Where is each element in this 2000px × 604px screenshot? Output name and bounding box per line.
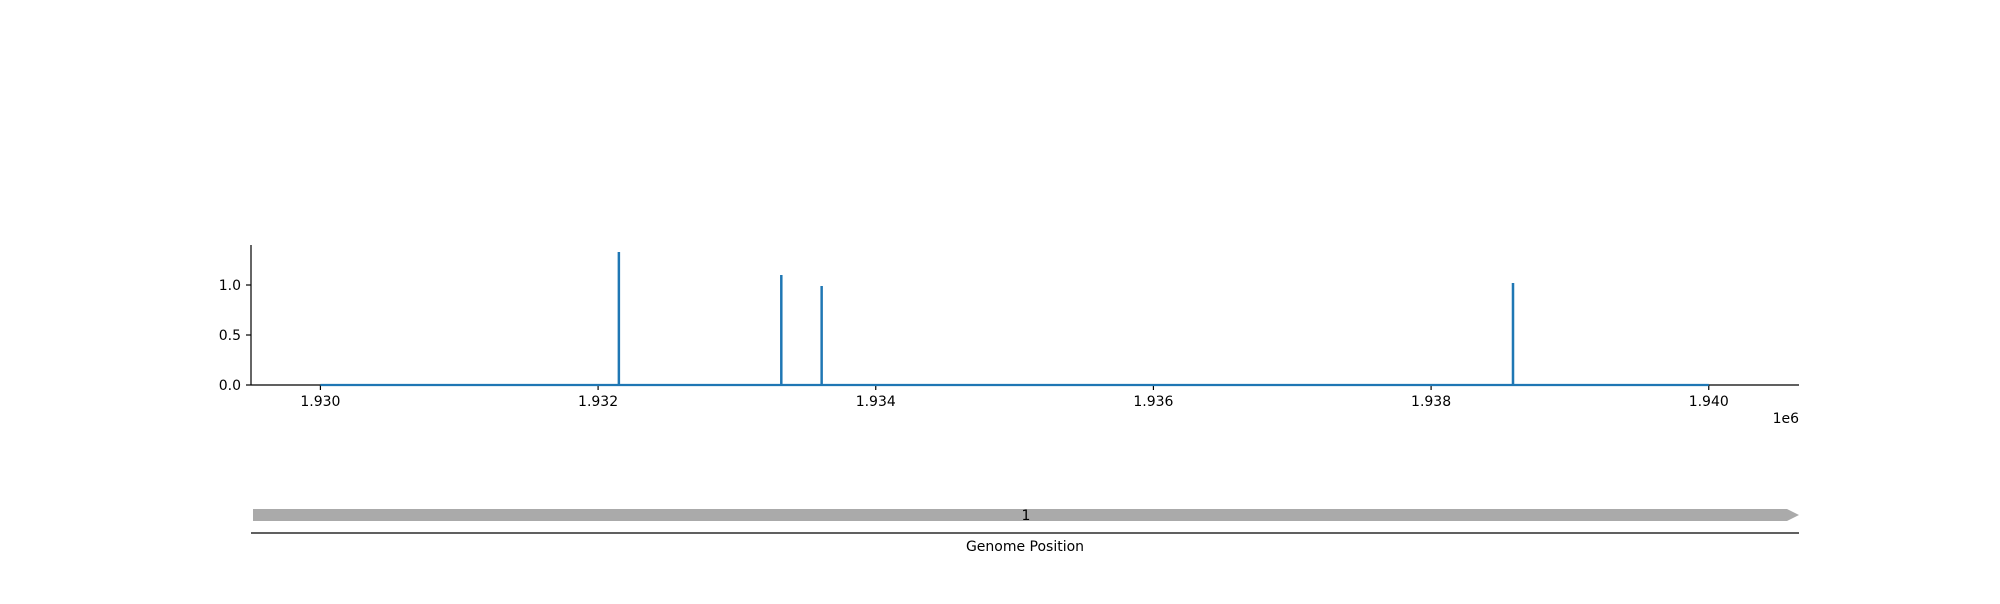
coverage-series-line — [320, 252, 1709, 387]
x-tick-label: 1.940 — [1689, 394, 1729, 410]
x-tick-label: 1.930 — [300, 394, 340, 410]
x-axis-offset-label: 1e6 — [1773, 411, 1800, 427]
gene-feature-label: 1 — [1022, 508, 1031, 524]
x-tick-label: 1.938 — [1411, 394, 1451, 410]
y-tick-label: 0.5 — [219, 328, 241, 344]
x-tick-label: 1.936 — [1133, 394, 1173, 410]
gene-track-panel: 1 Genome Position — [251, 508, 1799, 555]
y-tick-label: 1.0 — [219, 278, 241, 294]
genome-position-axis-label: Genome Position — [966, 539, 1084, 555]
coverage-peaks — [617, 252, 1515, 385]
coverage-panel: 1.930 1.932 1.934 1.936 1.938 1.940 0.0 0.5 1.0… — [219, 245, 1799, 427]
y-tick-label: 0.0 — [219, 378, 241, 394]
gene-feature-arrow — [253, 509, 1799, 521]
x-tick-label: 1.932 — [578, 394, 618, 410]
x-axis-ticks: 1.930 1.932 1.934 1.936 1.938 1.940 — [300, 385, 1729, 410]
x-tick-label: 1.934 — [856, 394, 896, 410]
y-axis-ticks: 0.0 0.5 1.0 — [219, 278, 251, 394]
